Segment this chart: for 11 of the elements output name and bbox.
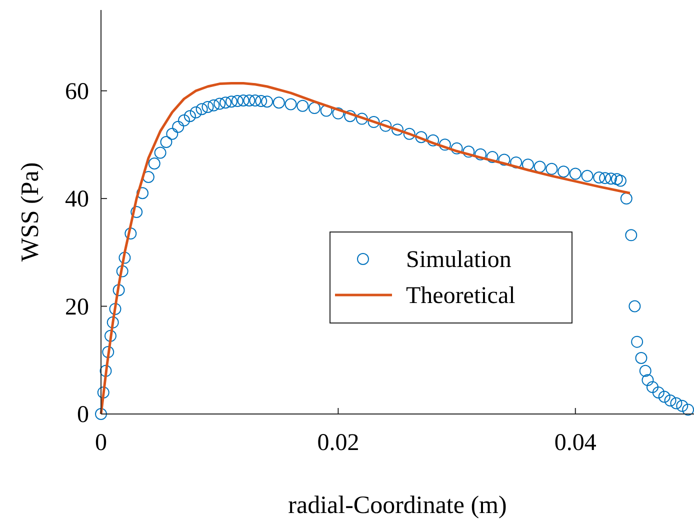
- x-tick-label: 0: [95, 430, 107, 456]
- x-axis-title: radial-Coordinate (m): [288, 492, 507, 519]
- y-tick-label: 20: [65, 294, 89, 320]
- y-tick-label: 40: [65, 186, 89, 213]
- x-tick-label: 0.04: [554, 430, 596, 456]
- legend-label: Theoretical: [406, 283, 516, 309]
- x-tick-label: 0.02: [317, 430, 360, 456]
- y-axis-title: WSS (Pa): [17, 162, 44, 262]
- y-tick-label: 60: [65, 78, 89, 105]
- legend-label: Simulation: [406, 247, 512, 273]
- y-tick-label: 0: [77, 402, 89, 428]
